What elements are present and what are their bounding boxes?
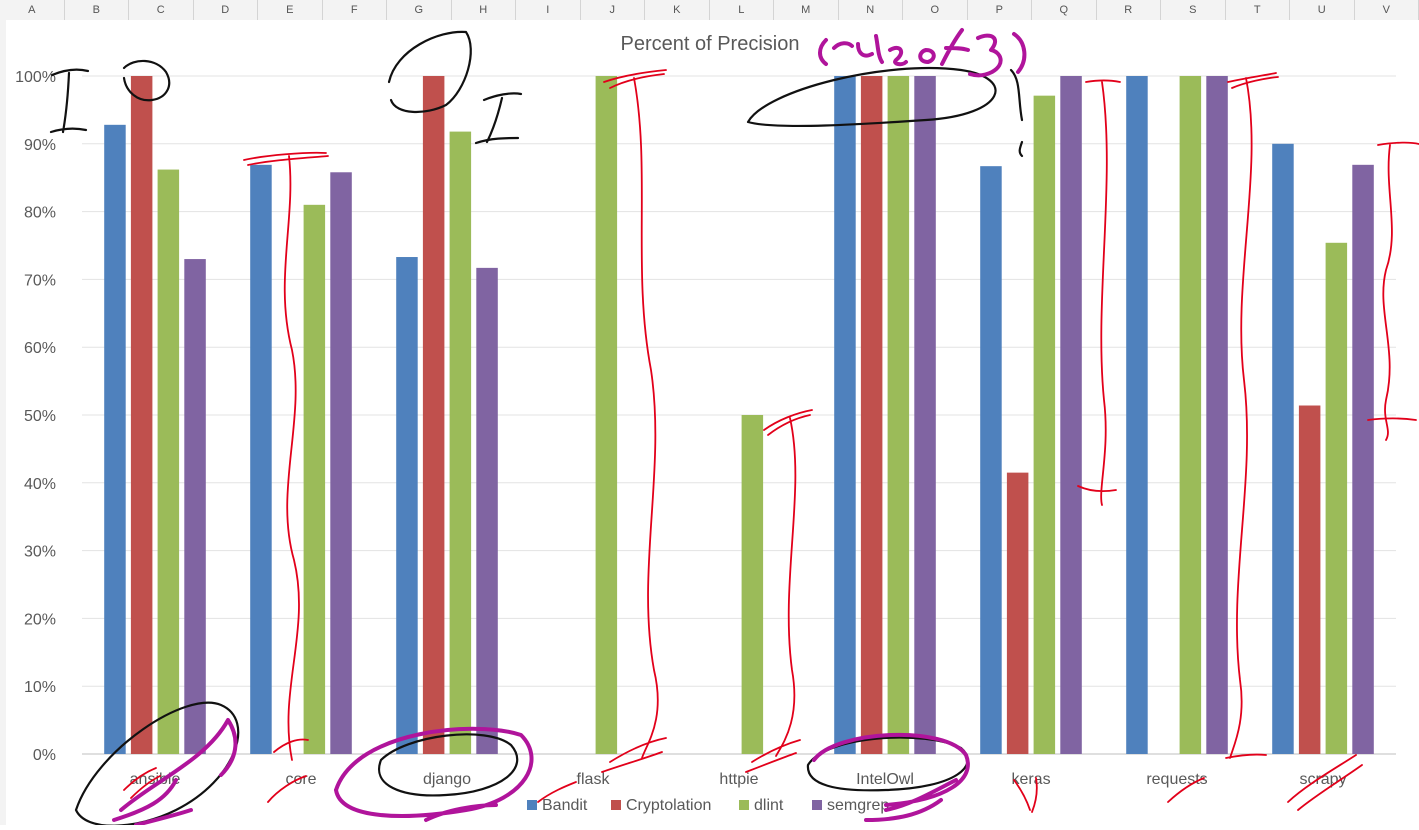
- column-header-q[interactable]: Q: [1032, 0, 1097, 20]
- y-tick-label: 80%: [24, 205, 56, 222]
- ink-squiggle-keras: [1011, 70, 1022, 156]
- bar-requests-bandit[interactable]: [1126, 76, 1148, 754]
- bar-core-semgrep[interactable]: [330, 172, 352, 754]
- ink-roman-one-django: [476, 93, 521, 143]
- column-header-h[interactable]: H: [452, 0, 517, 20]
- legend: Bandit Cryptolation dlint semgrep: [527, 797, 889, 814]
- category-label: flask: [577, 771, 611, 788]
- bar-requests-semgrep[interactable]: [1206, 76, 1228, 754]
- column-header-d[interactable]: D: [194, 0, 259, 20]
- category-label: django: [423, 771, 471, 788]
- y-tick-label: 50%: [24, 408, 56, 425]
- y-tick-label: 100%: [15, 69, 56, 86]
- bar-core-bandit[interactable]: [250, 165, 272, 754]
- column-header-j[interactable]: J: [581, 0, 646, 20]
- ink-circle-ansible-bottom: [76, 703, 238, 825]
- bar-keras-bandit[interactable]: [980, 166, 1002, 754]
- y-tick-label: 70%: [24, 272, 56, 289]
- bar-ansible-semgrep[interactable]: [184, 259, 206, 754]
- bar-scrapy-cryptolation[interactable]: [1299, 406, 1321, 754]
- column-header-s[interactable]: S: [1161, 0, 1226, 20]
- bar-intelowl-bandit[interactable]: [834, 76, 856, 754]
- legend-label: Cryptolation: [626, 797, 711, 814]
- bar-scrapy-bandit[interactable]: [1272, 144, 1294, 754]
- y-tick-labels: 0% 10% 20% 30% 40% 50% 60% 70% 80% 90% 100%: [15, 69, 56, 764]
- legend-item-cryptolation[interactable]: Cryptolation: [611, 797, 711, 814]
- column-header-m[interactable]: M: [774, 0, 839, 20]
- y-tick-label: 60%: [24, 340, 56, 357]
- bar-keras-dlint[interactable]: [1034, 96, 1056, 754]
- column-header-l[interactable]: L: [710, 0, 775, 20]
- bar-ansible-dlint[interactable]: [158, 170, 180, 754]
- bar-ansible-cryptolation[interactable]: [131, 76, 153, 754]
- column-header-e[interactable]: E: [258, 0, 323, 20]
- column-header-b[interactable]: B: [65, 0, 130, 20]
- legend-swatch: [611, 800, 621, 810]
- legend-swatch: [527, 800, 537, 810]
- legend-label: semgrep: [827, 797, 889, 814]
- column-header-i[interactable]: I: [516, 0, 581, 20]
- bar-intelowl-semgrep[interactable]: [914, 76, 936, 754]
- bar-ansible-bandit[interactable]: [104, 125, 126, 754]
- y-tick-label: 0%: [33, 747, 56, 764]
- bar-intelowl-cryptolation[interactable]: [861, 76, 883, 754]
- y-tick-label: 90%: [24, 137, 56, 154]
- bar-intelowl-dlint[interactable]: [888, 76, 910, 754]
- bar-requests-dlint[interactable]: [1180, 76, 1202, 754]
- column-header-p[interactable]: P: [968, 0, 1033, 20]
- ink-red-httpie-bracket: [538, 410, 812, 802]
- bar-keras-cryptolation[interactable]: [1007, 473, 1029, 754]
- category-label: httpie: [719, 771, 758, 788]
- column-header-g[interactable]: G: [387, 0, 452, 20]
- column-header-a[interactable]: A: [0, 0, 65, 20]
- bar-django-cryptolation[interactable]: [423, 76, 445, 754]
- ink-roman-one-ansible: [51, 70, 88, 132]
- y-tick-label: 40%: [24, 476, 56, 493]
- bar-django-dlint[interactable]: [450, 132, 472, 754]
- bar-flask-dlint[interactable]: [596, 76, 618, 754]
- column-header-u[interactable]: U: [1290, 0, 1355, 20]
- bar-django-semgrep[interactable]: [476, 268, 498, 754]
- chart-area[interactable]: 0%10%20%30%40%50%60%70%80%90%100% ansibl…: [6, 20, 1419, 825]
- chart-title: Percent of Precision: [621, 33, 800, 55]
- legend-label: dlint: [754, 797, 784, 814]
- column-header-k[interactable]: K: [645, 0, 710, 20]
- column-header-o[interactable]: O: [903, 0, 968, 20]
- y-tick-label: 10%: [24, 679, 56, 696]
- column-header-r[interactable]: R: [1097, 0, 1162, 20]
- legend-swatch: [739, 800, 749, 810]
- bar-scrapy-dlint[interactable]: [1326, 243, 1348, 754]
- y-tick-label: 30%: [24, 544, 56, 561]
- column-header-n[interactable]: N: [839, 0, 904, 20]
- legend-label: Bandit: [542, 797, 588, 814]
- legend-item-bandit[interactable]: Bandit: [527, 797, 588, 814]
- legend-item-semgrep[interactable]: semgrep: [812, 797, 889, 814]
- bar-httpie-dlint[interactable]: [742, 415, 764, 754]
- precision-bar-chart: 0%10%20%30%40%50%60%70%80%90%100% ansibl…: [6, 20, 1419, 825]
- bar-keras-semgrep[interactable]: [1060, 76, 1082, 754]
- bar-django-bandit[interactable]: [396, 257, 418, 754]
- column-header-f[interactable]: F: [323, 0, 388, 20]
- bar-core-dlint[interactable]: [304, 205, 326, 754]
- legend-swatch: [812, 800, 822, 810]
- bar-scrapy-semgrep[interactable]: [1352, 165, 1374, 754]
- category-label: IntelOwl: [856, 771, 914, 788]
- column-header-v[interactable]: V: [1355, 0, 1419, 20]
- column-header-t[interactable]: T: [1226, 0, 1291, 20]
- y-tick-label: 20%: [24, 611, 56, 628]
- column-header-c[interactable]: C: [129, 0, 194, 20]
- category-label: core: [285, 771, 316, 788]
- legend-item-dlint[interactable]: dlint: [739, 797, 784, 814]
